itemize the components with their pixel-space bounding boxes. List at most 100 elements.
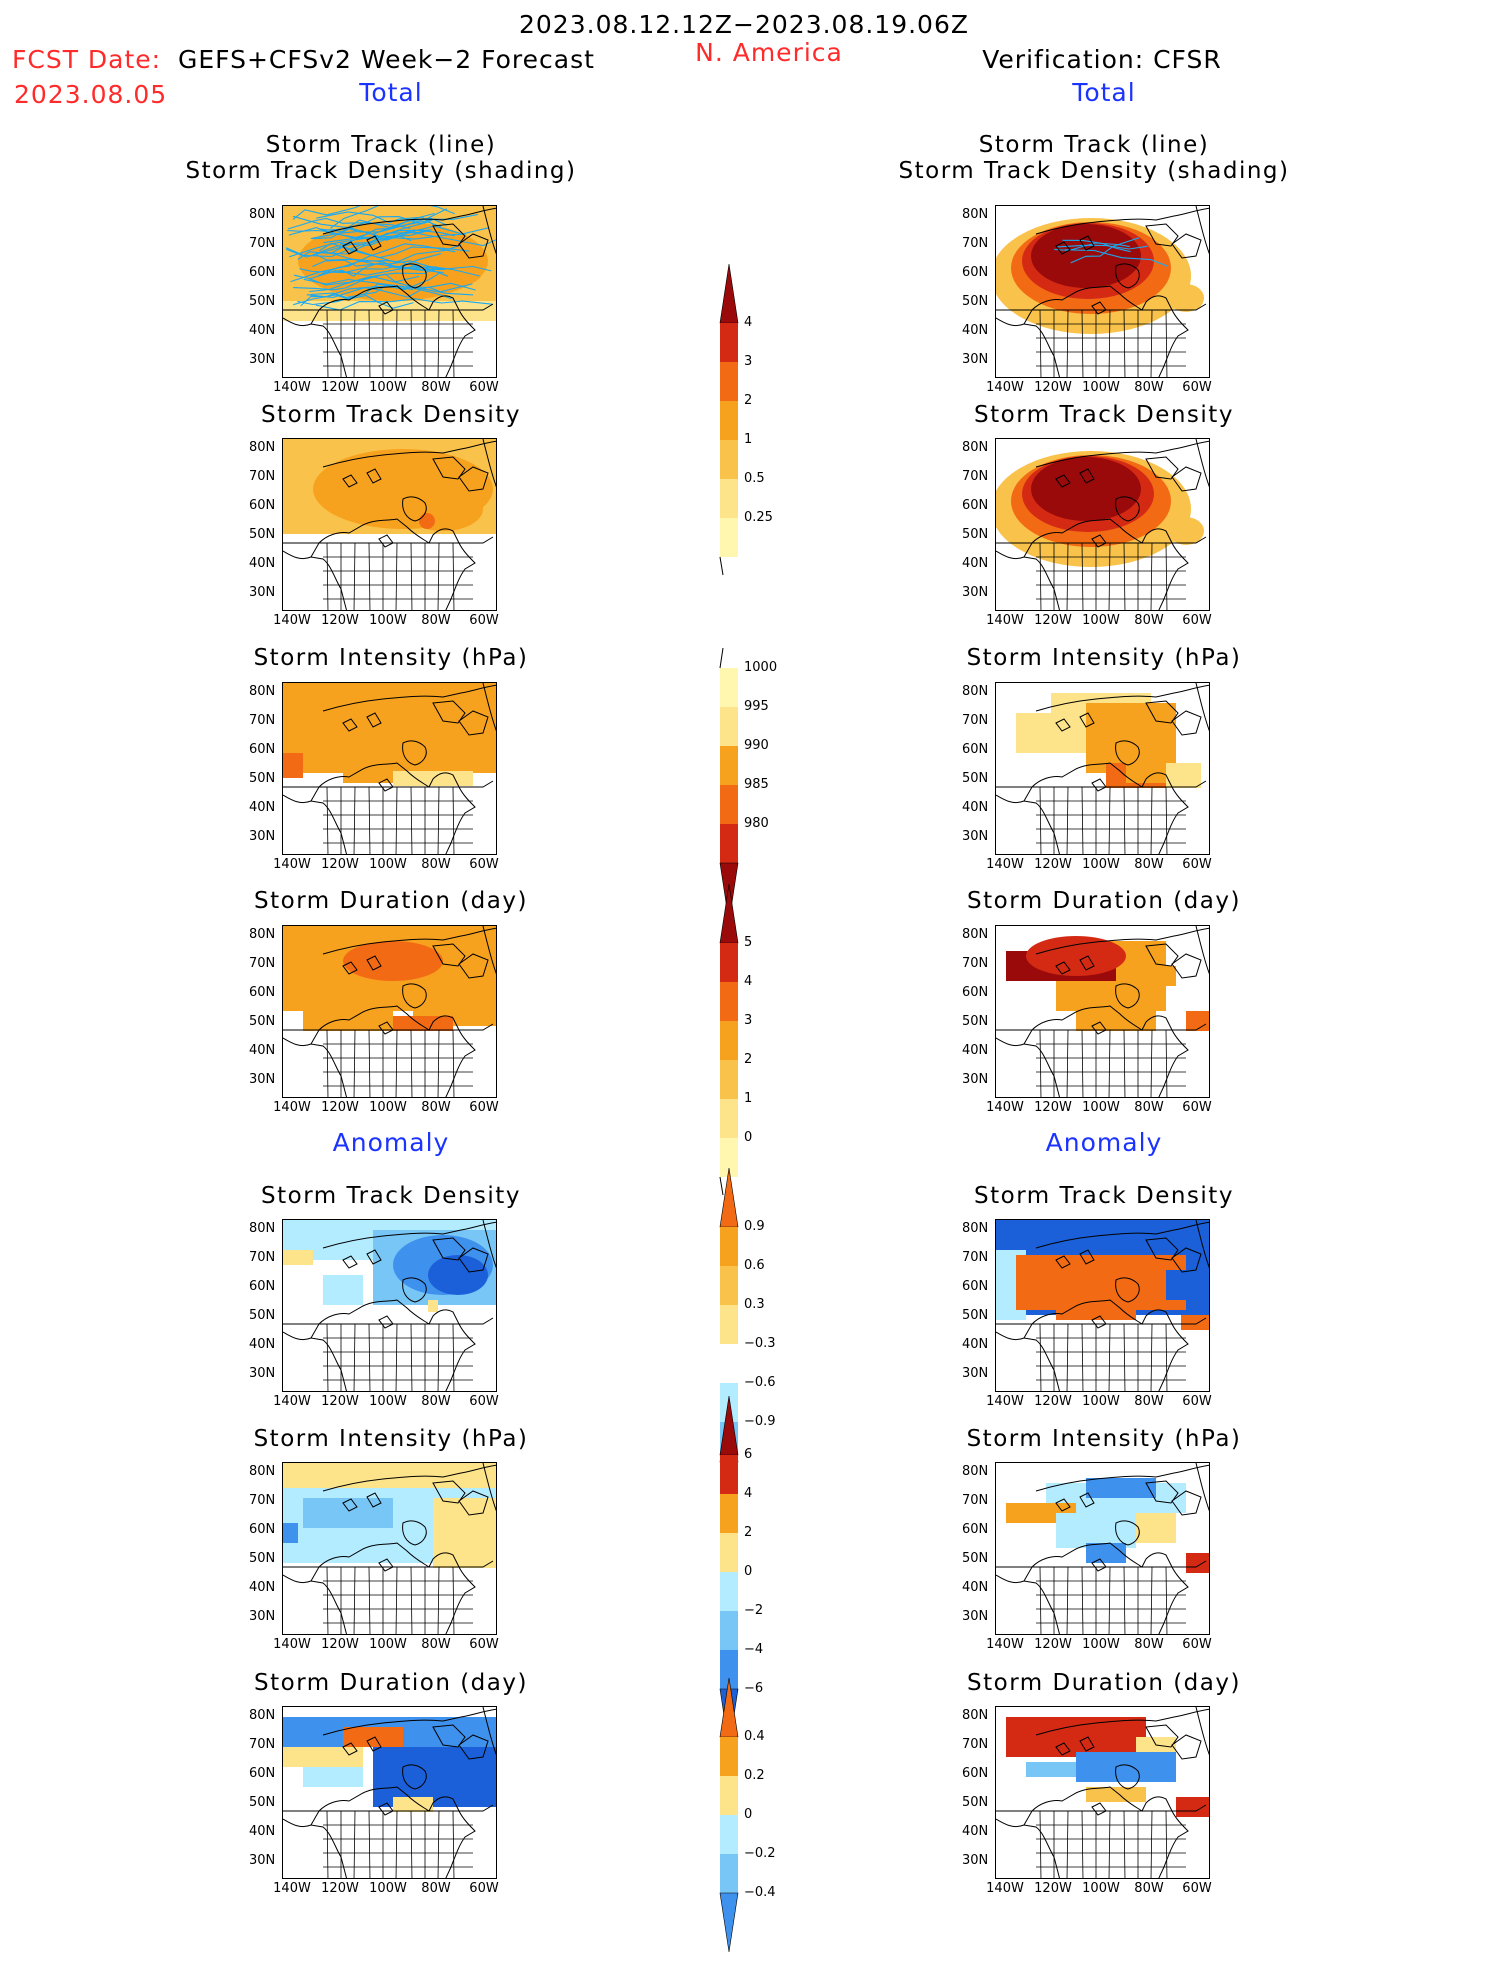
lat-tick: 60N bbox=[249, 1766, 276, 1781]
colorbar-label: 1 bbox=[744, 1091, 753, 1106]
lon-tick: 100W bbox=[1082, 1100, 1120, 1115]
colorbar-label: 3 bbox=[744, 354, 753, 369]
lon-tick: 120W bbox=[321, 1100, 359, 1115]
lat-tick: 40N bbox=[962, 800, 989, 815]
lat-tick: 60N bbox=[962, 742, 989, 757]
coastline-ver-an-dens bbox=[996, 1220, 1209, 1391]
lat-tick: 30N bbox=[962, 1366, 989, 1381]
lat-tick: 60N bbox=[962, 1522, 989, 1537]
shade-fc-an-dens-4 bbox=[283, 1250, 313, 1265]
coastline-ver-tot-dur bbox=[996, 926, 1209, 1097]
lat-tick: 80N bbox=[249, 440, 276, 455]
lat-tick: 60N bbox=[962, 1766, 989, 1781]
lat-tick: 70N bbox=[249, 1737, 276, 1752]
lon-tick: 120W bbox=[321, 1394, 359, 1409]
coastline-fc-tot-dens bbox=[283, 439, 496, 610]
lat-tick: 50N bbox=[249, 1551, 276, 1566]
lon-tick: 100W bbox=[1082, 857, 1120, 872]
shade-ver-an-int-6 bbox=[1186, 1553, 1209, 1573]
lon-tick: 140W bbox=[273, 1100, 311, 1115]
colorbar-label: 0.3 bbox=[744, 1297, 765, 1312]
colorbar-swatch bbox=[719, 1168, 739, 1228]
colorbar-label: −0.6 bbox=[744, 1375, 776, 1390]
lon-tick: 60W bbox=[469, 1637, 499, 1652]
lon-tick: 80W bbox=[1134, 380, 1164, 395]
storm-track-line bbox=[318, 216, 433, 233]
panel-title-fc-an-int: Storm Intensity (hPa) bbox=[253, 1426, 529, 1452]
shade-ver-an-dur-5 bbox=[1176, 1797, 1209, 1817]
forecast-description: GEFS+CFSv2 Week−2 Forecast bbox=[178, 45, 595, 74]
colorbar-tail bbox=[719, 1176, 724, 1196]
panel-title-ver-tot-track: Storm Track (line) Storm Track Density (… bbox=[898, 132, 1290, 184]
storm-track-line bbox=[293, 273, 420, 291]
lon-tick: 100W bbox=[369, 380, 407, 395]
lat-tick: 40N bbox=[962, 1043, 989, 1058]
storm-track-line bbox=[330, 206, 455, 229]
lat-tick: 70N bbox=[249, 469, 276, 484]
coastline-fc-tot-dur bbox=[283, 926, 496, 1097]
panel-title-fc-an-dur: Storm Duration (day) bbox=[254, 1670, 528, 1696]
lon-tick: 140W bbox=[986, 1100, 1024, 1115]
colorbar-label: 2 bbox=[744, 393, 753, 408]
lat-tick: 80N bbox=[962, 1708, 989, 1723]
map-svg-ver-tot-dur bbox=[996, 926, 1209, 1097]
colorbar-label: −0.4 bbox=[744, 1885, 776, 1900]
colorbar-cb-density bbox=[719, 264, 739, 576]
lon-tick: 140W bbox=[986, 1394, 1024, 1409]
lon-tick: 80W bbox=[1134, 613, 1164, 628]
lat-tick: 80N bbox=[962, 684, 989, 699]
lon-tick: 120W bbox=[1034, 857, 1072, 872]
colorbar-swatch bbox=[720, 479, 738, 518]
colorbar-label: 1000 bbox=[744, 660, 778, 675]
storm-track-line bbox=[1054, 242, 1130, 252]
shade-fc-an-dur-1 bbox=[343, 1727, 403, 1747]
colorbar-label: 0 bbox=[744, 1564, 753, 1579]
colorbar-swatch bbox=[720, 1611, 738, 1650]
lat-tick: 60N bbox=[962, 265, 989, 280]
state-lines-ver-an-dens bbox=[1036, 1323, 1186, 1391]
storm-track-line bbox=[287, 217, 411, 230]
shade-ver-tot-dur-3 bbox=[1076, 996, 1156, 1031]
lat-tick: 30N bbox=[962, 352, 989, 367]
lat-tick: 80N bbox=[962, 1464, 989, 1479]
storm-track-line bbox=[285, 229, 433, 258]
lon-tick: 60W bbox=[1182, 613, 1212, 628]
lon-tick: 120W bbox=[321, 613, 359, 628]
lon-tick: 60W bbox=[1182, 1100, 1212, 1115]
lon-tick: 100W bbox=[1082, 1881, 1120, 1896]
lon-tick: 120W bbox=[1034, 1881, 1072, 1896]
lat-tick: 40N bbox=[962, 556, 989, 571]
lon-tick: 140W bbox=[273, 1637, 311, 1652]
lat-tick: 70N bbox=[962, 956, 989, 971]
colorbar-swatch bbox=[720, 1021, 738, 1060]
colorbar-swatch bbox=[720, 1060, 738, 1099]
colorbar-swatch bbox=[720, 1737, 738, 1776]
storm-tracks-ver-tot-track bbox=[1054, 237, 1169, 267]
lon-tick: 140W bbox=[986, 613, 1024, 628]
lon-tick: 100W bbox=[1082, 1394, 1120, 1409]
state-lines-ver-tot-track bbox=[1036, 309, 1186, 377]
lon-tick: 100W bbox=[369, 1394, 407, 1409]
lat-tick: 40N bbox=[962, 1337, 989, 1352]
panel-title-fc-an-dens: Storm Track Density bbox=[261, 1183, 521, 1209]
map-svg-fc-tot-dur bbox=[283, 926, 496, 1097]
colorbar-label: 0 bbox=[744, 1807, 753, 1822]
lat-tick: 30N bbox=[962, 1609, 989, 1624]
shade-ver-an-int-1 bbox=[1086, 1478, 1156, 1498]
lat-tick: 30N bbox=[962, 1853, 989, 1868]
shade-fc-an-dur-3 bbox=[373, 1747, 496, 1807]
lat-tick: 60N bbox=[249, 265, 276, 280]
colorbar-swatch bbox=[720, 1650, 738, 1689]
lon-tick: 140W bbox=[986, 857, 1024, 872]
state-lines-ver-an-dur bbox=[1036, 1810, 1186, 1878]
lat-tick: 80N bbox=[249, 684, 276, 699]
lat-tick: 50N bbox=[962, 1795, 989, 1810]
colorbar-swatch bbox=[720, 785, 738, 824]
shade-fc-an-int-2 bbox=[303, 1498, 393, 1528]
shade-fc-tot-dur-4 bbox=[393, 1016, 453, 1031]
colorbar-swatch bbox=[719, 1892, 739, 1953]
lon-tick: 120W bbox=[1034, 613, 1072, 628]
shade-fc-an-dens-6 bbox=[428, 1300, 438, 1312]
colorbar-swatch bbox=[720, 1227, 738, 1266]
lon-tick: 120W bbox=[321, 380, 359, 395]
